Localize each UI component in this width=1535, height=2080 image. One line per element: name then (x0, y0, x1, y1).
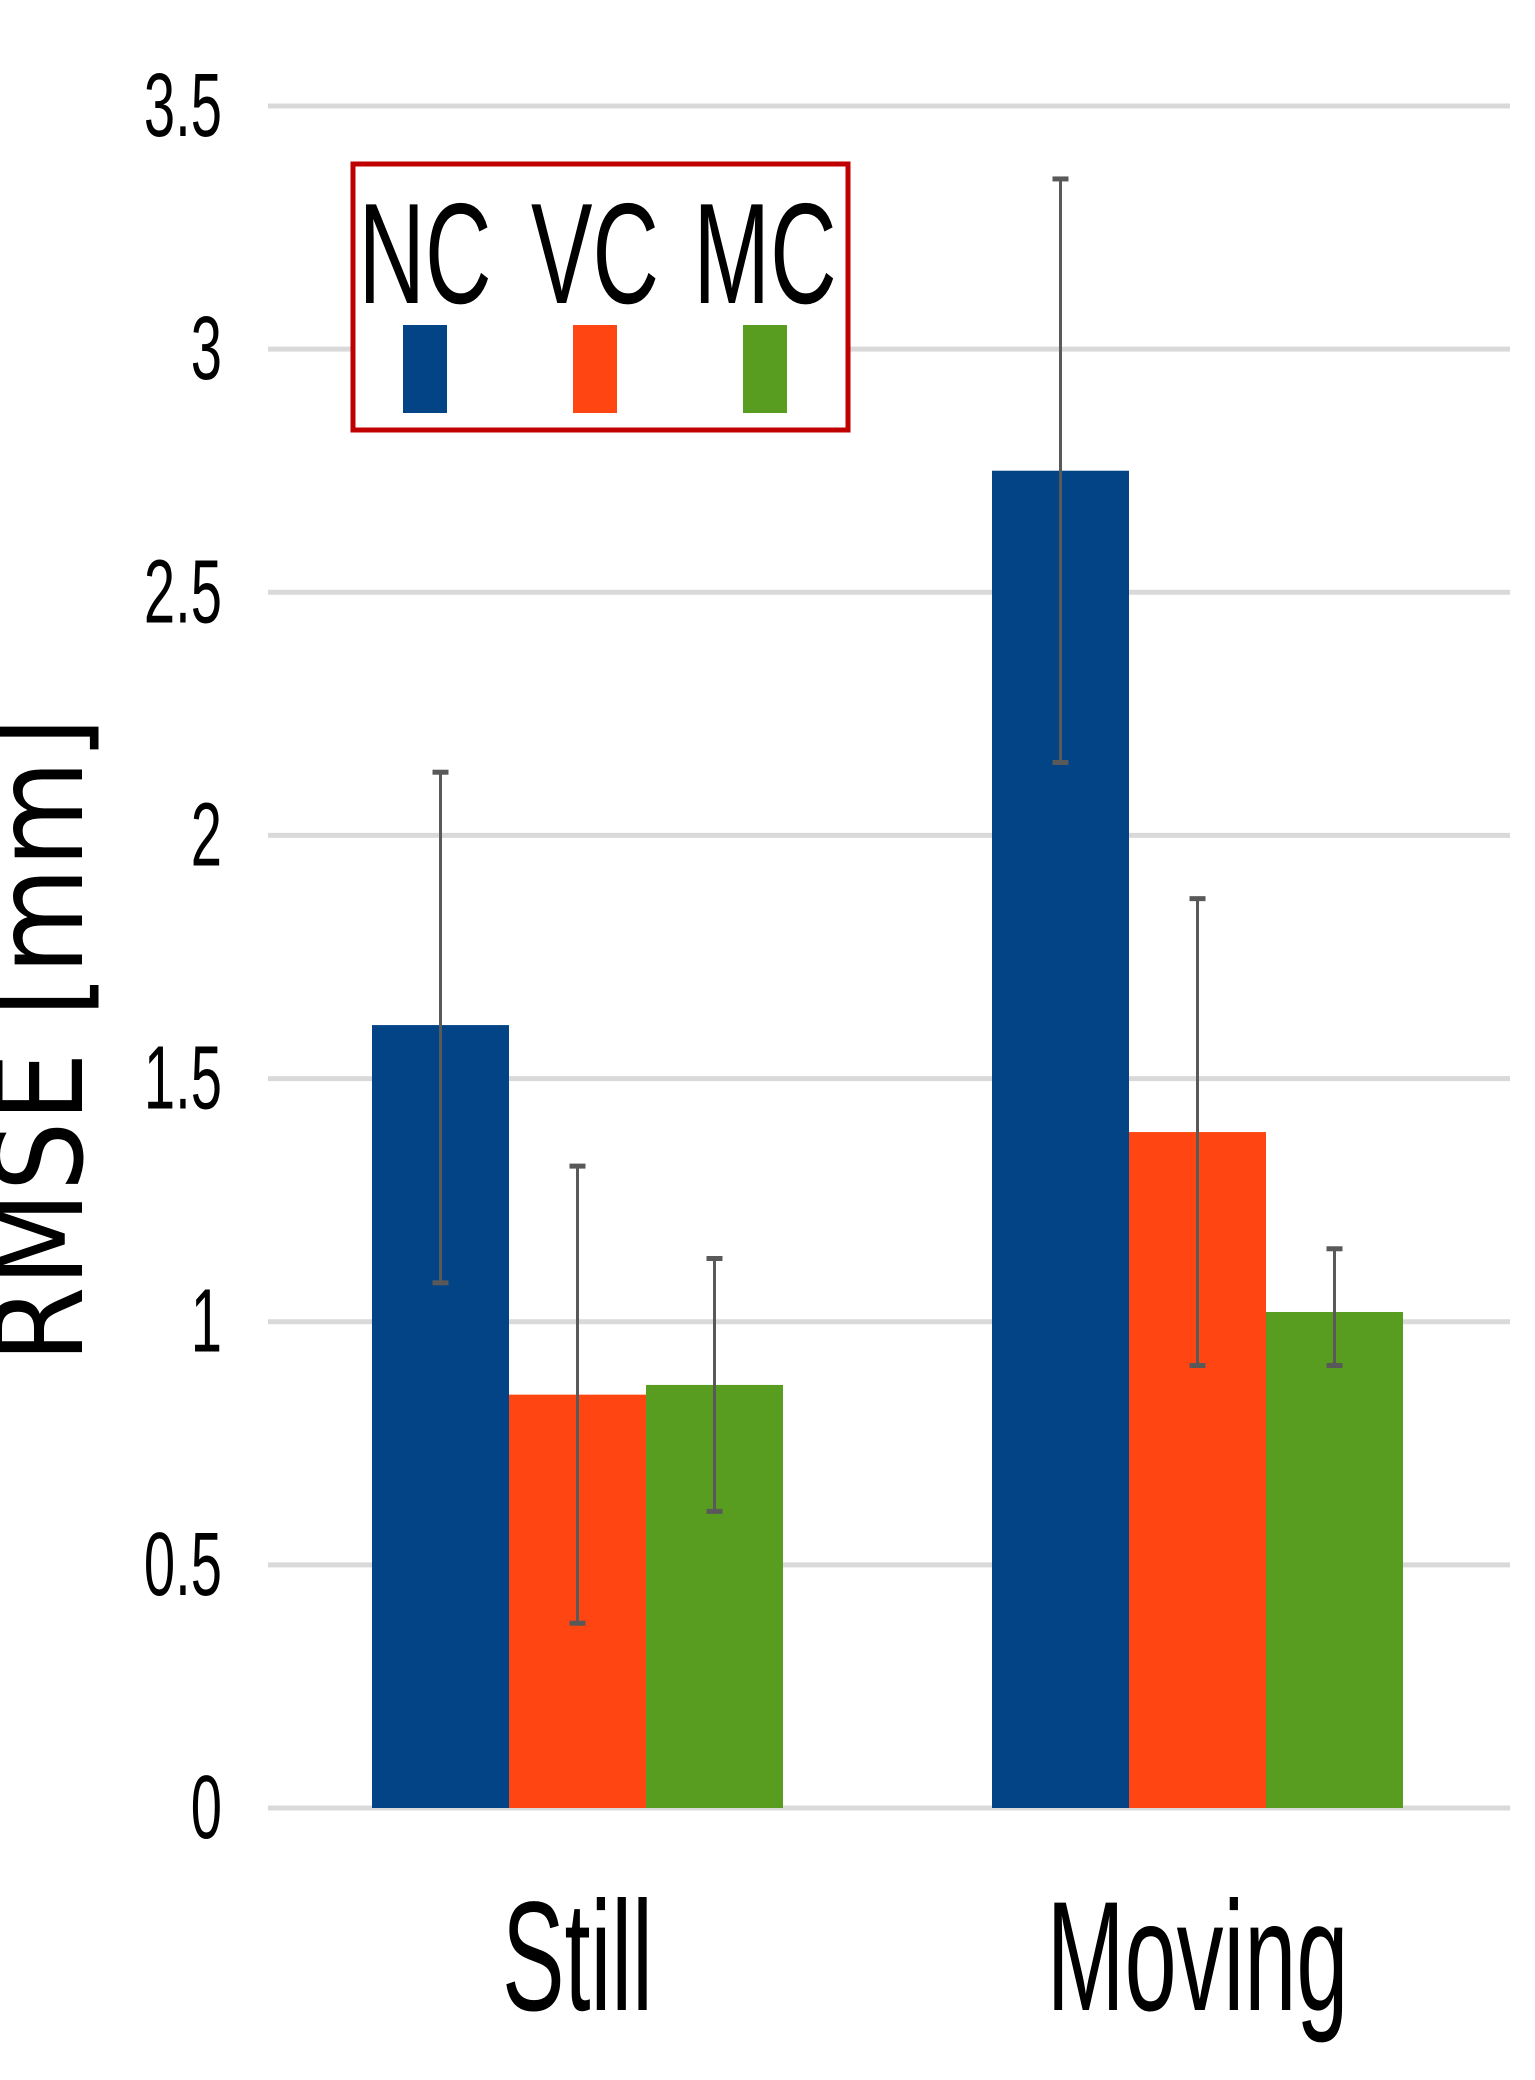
y-tick-labels: 0 0.5 1 1.5 2 2.5 3 3.5 (144, 54, 222, 1857)
category-label-still: Still (502, 1871, 653, 2044)
error-bar-mc-still (706, 1255, 723, 1514)
y-tick-label: 0.5 (144, 1513, 222, 1614)
bar-mc-moving (1266, 1311, 1403, 1808)
error-bar-mc-moving (1326, 1246, 1343, 1368)
y-tick-label: 3 (191, 298, 222, 399)
error-bar-nc-moving (1052, 176, 1069, 765)
error-bar-vc-still (569, 1163, 586, 1626)
legend-label-vc: VC (531, 173, 659, 334)
y-axis-label: RMSE [mm] (0, 717, 112, 1363)
y-tick-label: 2.5 (144, 541, 222, 642)
y-tick-label: 1.5 (144, 1027, 222, 1128)
y-tick-label: 3.5 (144, 54, 222, 155)
error-bars (432, 176, 1343, 1626)
y-tick-label: 0 (191, 1756, 222, 1857)
error-bar-nc-still (432, 769, 449, 1286)
legend-label-mc: MC (693, 173, 836, 334)
bars (372, 470, 1403, 1808)
legend-swatch-nc (403, 325, 447, 413)
legend-label-nc: NC (358, 173, 491, 334)
legend-swatch-mc (743, 325, 787, 413)
y-tick-label: 1 (191, 1270, 222, 1371)
category-labels: Still Moving (502, 1871, 1348, 2044)
legend: NC VC MC (350, 161, 851, 433)
y-tick-label: 2 (191, 784, 222, 885)
error-bar-vc-moving (1189, 896, 1206, 1368)
category-label-moving: Moving (1047, 1871, 1349, 2044)
legend-swatch-vc (573, 325, 617, 413)
